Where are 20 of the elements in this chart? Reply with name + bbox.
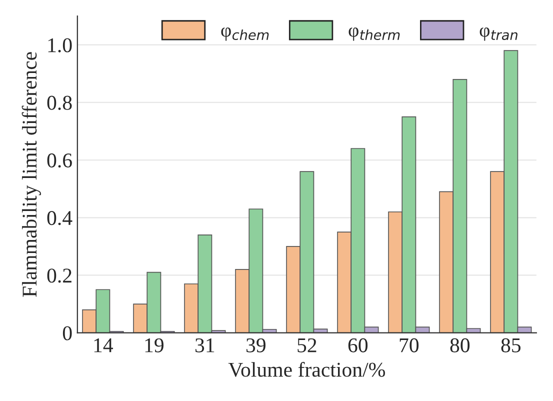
x-tick-label: 39 [246, 338, 266, 352]
y-tick-label: 0.6 [47, 153, 72, 168]
x-tick-label: 52 [298, 338, 316, 352]
legend-label: φ$_{therm}$ [348, 27, 400, 41]
legend-label: φ$_{tran}$ [480, 27, 518, 41]
y-tick-label: 0.8 [47, 96, 72, 110]
y-tick-label: 0 [62, 326, 72, 340]
y-tick-label: 0.4 [47, 211, 72, 226]
x-tick-label: 60 [348, 338, 368, 352]
x-axis-title: Volume fraction/% [228, 362, 385, 377]
x-tick-label: 31 [195, 338, 214, 352]
x-tick-label: 85 [501, 338, 521, 352]
x-tick-label: 70 [400, 338, 419, 352]
x-tick-label: 19 [145, 338, 164, 352]
y-tick-label: 1.0 [48, 38, 72, 52]
legend-label: φ$_{chem}$ [221, 27, 269, 41]
y-axis-title: Flammability limit difference [22, 52, 41, 297]
x-tick-label: 80 [450, 338, 470, 352]
y-tick-label: 0.2 [47, 268, 72, 283]
x-tick-label: 14 [94, 338, 114, 352]
